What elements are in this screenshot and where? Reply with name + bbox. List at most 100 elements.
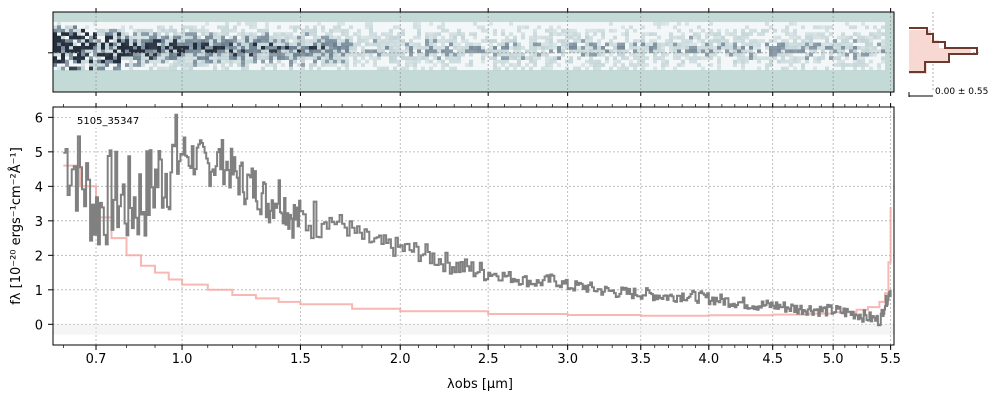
trace-pixel: [657, 49, 661, 54]
trace-pixel: [257, 52, 261, 57]
trace-pixel: [121, 32, 125, 37]
trace-pixel: [389, 39, 393, 43]
trace-pixel: [453, 42, 457, 47]
x-tick-label-9: 5.0: [823, 352, 844, 367]
trace-pixel: [229, 42, 233, 47]
trace-pixel: [749, 52, 753, 57]
trace-pixel: [193, 39, 197, 43]
trace-pixel: [413, 25, 417, 30]
trace-pixel: [533, 63, 537, 67]
trace-pixel: [845, 42, 849, 47]
trace-pixel: [345, 28, 349, 33]
trace-pixel: [621, 25, 625, 30]
trace-pixel: [873, 52, 877, 57]
trace-pixel: [369, 25, 373, 30]
trace-pixel: [677, 42, 681, 47]
trace-pixel: [573, 35, 577, 40]
y-tick-label-0: 0: [35, 318, 43, 333]
trace-pixel: [597, 66, 601, 71]
trace-pixel: [309, 63, 313, 67]
trace-pixel: [665, 63, 669, 67]
trace-pixel: [841, 46, 845, 50]
trace-pixel: [549, 49, 553, 54]
trace-pixel: [321, 56, 325, 61]
trace-pixel: [865, 49, 869, 54]
trace-pixel: [373, 39, 377, 43]
trace-pixel: [561, 39, 565, 43]
trace-pixel: [397, 63, 401, 67]
trace-pixel: [837, 46, 841, 50]
trace-pixel: [373, 49, 377, 54]
trace-pixel: [805, 42, 809, 47]
trace-pixel: [109, 49, 113, 54]
trace-pixel: [549, 46, 553, 50]
trace-pixel: [113, 52, 117, 57]
trace-pixel: [793, 32, 797, 37]
trace-pixel: [497, 52, 501, 57]
trace-pixel: [569, 42, 573, 47]
trace-pixel: [613, 46, 617, 50]
trace-pixel: [677, 22, 681, 26]
trace-pixel: [521, 52, 525, 57]
trace-pixel: [125, 49, 129, 54]
trace-pixel: [581, 46, 585, 50]
trace-pixel: [813, 35, 817, 40]
trace-pixel: [337, 42, 341, 47]
trace-pixel: [777, 35, 781, 40]
trace-pixel: [201, 46, 205, 50]
trace-pixel: [385, 46, 389, 50]
trace-pixel: [853, 49, 857, 54]
trace-pixel: [73, 66, 77, 71]
trace-pixel: [353, 59, 357, 64]
trace-pixel: [321, 35, 325, 40]
trace-pixel: [445, 49, 449, 54]
trace-pixel: [881, 42, 885, 47]
trace-pixel: [597, 49, 601, 54]
trace-pixel: [549, 25, 553, 30]
trace-pixel: [829, 52, 833, 57]
trace-pixel: [745, 25, 749, 30]
trace-pixel: [129, 66, 133, 71]
trace-pixel: [237, 49, 241, 54]
trace-pixel: [597, 42, 601, 47]
trace-pixel: [249, 52, 253, 57]
trace-pixel: [309, 42, 313, 47]
trace-pixel: [541, 49, 545, 54]
trace-pixel: [773, 56, 777, 61]
trace-pixel: [693, 52, 697, 57]
trace-pixel: [601, 35, 605, 40]
trace-pixel: [117, 63, 121, 67]
trace-pixel: [573, 42, 577, 47]
trace-pixel: [513, 35, 517, 40]
trace-pixel: [565, 59, 569, 64]
trace-pixel: [861, 39, 865, 43]
trace-pixel: [489, 42, 493, 47]
trace-pixel: [157, 25, 161, 30]
histogram-outline: [909, 27, 978, 73]
trace-pixel: [461, 39, 465, 43]
trace-pixel: [585, 35, 589, 40]
trace-pixel: [129, 25, 133, 30]
trace-pixel: [173, 39, 177, 43]
trace-pixel: [317, 46, 321, 50]
trace-pixel: [205, 39, 209, 43]
trace-pixel: [161, 39, 165, 43]
trace-pixel: [329, 49, 333, 54]
trace-pixel: [853, 46, 857, 50]
trace-pixel: [117, 39, 121, 43]
trace-pixel: [233, 59, 237, 64]
trace-pixel: [289, 59, 293, 64]
trace-pixel: [261, 59, 265, 64]
trace-pixel: [497, 42, 501, 47]
trace-pixel: [289, 66, 293, 71]
trace-pixel: [821, 35, 825, 40]
trace-pixel: [121, 52, 125, 57]
trace-pixel: [253, 52, 257, 57]
trace-pixel: [529, 39, 533, 43]
trace-pixel: [649, 49, 653, 54]
trace-pixel: [373, 56, 377, 61]
trace-pixel: [789, 52, 793, 57]
trace-pixel: [813, 59, 817, 64]
trace-pixel: [849, 35, 853, 40]
trace-pixel: [725, 42, 729, 47]
